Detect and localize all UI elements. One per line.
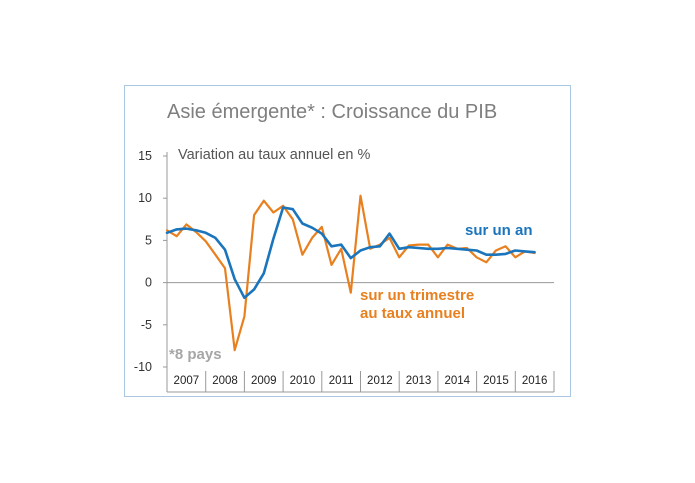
- footnote: *8 pays: [169, 346, 222, 363]
- y-tick-label: -5: [141, 318, 152, 332]
- series-layer: [165, 194, 536, 352]
- x-tick-label: 2009: [251, 375, 277, 387]
- y-axis-ticks: 15 10 5 0 -5 -10: [134, 149, 167, 374]
- y-tick-label: -10: [134, 360, 152, 374]
- series-label-orange-line2: au taux annuel: [360, 305, 465, 322]
- chart-canvas: Asie émergente* : Croissance du PIB Vari…: [134, 101, 555, 393]
- y-tick-label: 0: [145, 276, 152, 290]
- series-line-year-on-year: [165, 206, 536, 300]
- x-tick-label: 2011: [329, 375, 354, 387]
- x-tick-label: 2010: [290, 375, 316, 387]
- x-axis: 2007 2008 2009 2010 2011 2012 2013 2014 2015 2016: [166, 152, 555, 393]
- x-tick-label: 2012: [367, 375, 393, 387]
- y-tick-label: 5: [145, 233, 152, 247]
- series-line-quarterly-annualized: [165, 194, 536, 352]
- y-tick-label: 15: [138, 149, 152, 163]
- y-tick-label: 10: [138, 191, 152, 205]
- chart-frame: Asie émergente* : Croissance du PIB Vari…: [124, 85, 571, 397]
- x-tick-label: 2016: [522, 375, 548, 387]
- chart-subtitle: Variation au taux annuel en %: [178, 147, 371, 163]
- x-tick-label: 2013: [406, 375, 432, 387]
- x-tick-label: 2015: [483, 375, 509, 387]
- x-tick-label: 2014: [444, 375, 470, 387]
- series-label-orange-line1: sur un trimestre: [360, 287, 474, 304]
- x-tick-label: 2007: [174, 375, 200, 387]
- x-tick-label: 2008: [212, 375, 238, 387]
- chart-title: Asie émergente* : Croissance du PIB: [167, 101, 497, 123]
- series-label-blue: sur un an: [465, 222, 533, 239]
